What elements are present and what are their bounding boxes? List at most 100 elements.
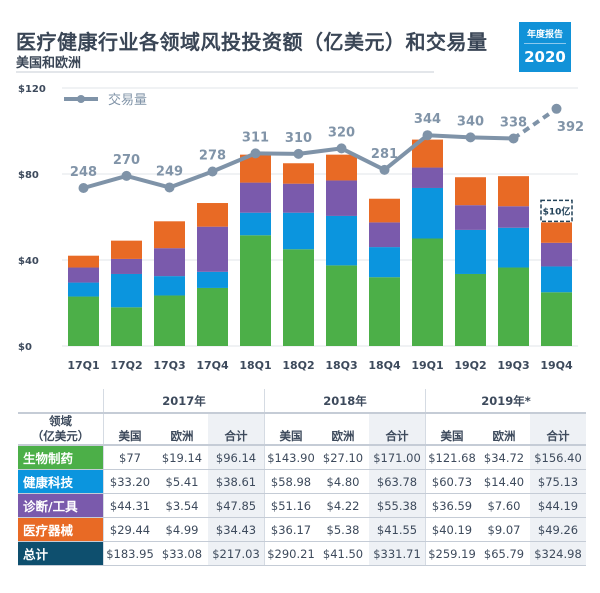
col-header-eu: 欧洲	[478, 413, 530, 446]
table-cell: $63.78	[369, 469, 426, 494]
bar-segment-biopharma	[68, 296, 99, 346]
x-tick-label: 19Q2	[454, 359, 486, 372]
table-cell: $14.40	[478, 469, 530, 494]
table-row: 医疗器械 $29.44 $4.99 $34.43 $36.17 $5.38 $41.55 $4…	[18, 517, 586, 542]
bar-segment-biopharma	[455, 273, 486, 346]
bar-segment-devices	[68, 255, 99, 268]
bar-segment-healthtech	[369, 247, 400, 278]
table-row: 健康科技 $33.20 $5.41 $38.61 $58.98 $4.80 $63.78 $6…	[18, 469, 586, 494]
table-cell: $41.55	[369, 517, 426, 542]
col-header-us: 美国	[264, 413, 317, 446]
table-cell: $4.22	[317, 493, 369, 518]
line-data-label: 340	[457, 114, 484, 129]
table-cell: $44.31	[103, 493, 156, 518]
bar-segment-diagnostics	[240, 182, 271, 213]
table-cell: $33.08	[156, 541, 208, 566]
line-segment-projected	[512, 107, 558, 141]
table-cell: $4.80	[317, 469, 369, 494]
line-segment	[255, 151, 299, 156]
col-header-eu: 欧洲	[156, 413, 208, 446]
bar-segment-healthtech	[154, 276, 185, 296]
line-point	[336, 143, 347, 154]
x-tick-label: 17Q4	[196, 359, 229, 372]
bar-segment-biopharma	[498, 267, 529, 346]
bar-segment-diagnostics	[369, 222, 400, 248]
table-cell: $5.41	[156, 469, 208, 494]
table-cell: $51.16	[264, 493, 317, 518]
table-cell: $65.79	[478, 541, 530, 566]
table-row: 生物制药 $77 $19.14 $96.14 $143.90 $27.10 $171.00 $…	[18, 445, 586, 470]
bar-segment-biopharma	[541, 292, 572, 346]
bar-segment-healthtech	[283, 212, 314, 250]
x-axis-labels: 17Q1 17Q2 17Q3 17Q4 18Q1 18Q2 18Q3 18Q4 19Q1 19Q2…	[67, 359, 573, 372]
year-header-row: 2017年 2018年 2019年*	[18, 389, 586, 414]
col-header-total: 合计	[208, 413, 265, 446]
year-header: 2018年	[264, 389, 426, 414]
bar-segment-devices	[197, 203, 228, 227]
bar-segment-diagnostics	[326, 180, 357, 216]
table-cell: $331.71	[369, 541, 426, 566]
line-data-label: 311	[242, 130, 269, 145]
bar-segment-diagnostics	[455, 205, 486, 230]
table-cell: $259.19	[425, 541, 478, 566]
bar-segment-devices	[498, 176, 529, 207]
line-point	[121, 170, 132, 181]
annotation-box	[540, 199, 573, 223]
x-tick-label: 18Q2	[282, 359, 314, 372]
col-header-us: 美国	[103, 413, 156, 446]
table-cell: $58.98	[264, 469, 317, 494]
line-data-label: 344	[414, 112, 441, 127]
column-header-row: 领域 （亿美元） 美国 欧洲 合计 美国 欧洲 合计 美国 欧洲 合计	[18, 413, 586, 446]
col-header-total: 合计	[369, 413, 426, 446]
line-segment	[383, 133, 429, 172]
table-cell: $34.43	[208, 517, 265, 542]
line-segment	[168, 169, 214, 190]
x-tick-label: 19Q4	[540, 359, 573, 372]
bar-segment-healthtech	[412, 187, 443, 239]
x-tick-label: 17Q3	[153, 359, 185, 372]
line-point	[250, 148, 261, 159]
table-cell: $96.14	[208, 445, 265, 470]
bar-segment-devices	[154, 221, 185, 249]
table-cell: $4.99	[156, 517, 208, 542]
sector-label: 诊断/工具	[18, 493, 104, 518]
bar-segment-healthtech	[197, 271, 228, 288]
year-header: 2019年*	[425, 389, 586, 414]
col-header-total: 合计	[530, 413, 586, 446]
table-cell: $143.90	[264, 445, 317, 470]
line-segment	[82, 173, 128, 190]
x-tick-label: 19Q1	[411, 359, 443, 372]
line-segment	[211, 151, 257, 174]
y-tick-label: $0	[18, 342, 32, 353]
sector-header-line1: 领域	[49, 414, 72, 428]
line-data-label: 270	[113, 153, 140, 168]
year-header: 2017年	[103, 389, 265, 414]
line-data-label: 278	[199, 149, 226, 164]
table-cell: $49.26	[530, 517, 586, 542]
x-tick-label: 19Q3	[497, 359, 529, 372]
table-cell: $29.44	[103, 517, 156, 542]
col-header-us: 美国	[425, 413, 478, 446]
table-cell: $55.38	[369, 493, 426, 518]
table-cell: $19.14	[156, 445, 208, 470]
table-cell: $7.60	[478, 493, 530, 518]
line-data-label: 281	[371, 147, 398, 162]
table-row: 诊断/工具 $44.31 $3.54 $47.85 $51.16 $4.22 $55.38 $…	[18, 493, 586, 518]
bar-segment-diagnostics	[498, 206, 529, 228]
badge-label: 年度报告	[524, 27, 566, 44]
x-tick-label: 17Q2	[110, 359, 142, 372]
x-tick-label: 18Q4	[368, 359, 401, 372]
bar-segment-healthtech	[326, 215, 357, 266]
line-data-label: 338	[500, 116, 527, 131]
bar-segment-devices	[326, 154, 357, 181]
y-tick-label: $120	[18, 84, 46, 95]
table-cell: $47.85	[208, 493, 265, 518]
bar-segment-biopharma	[240, 235, 271, 346]
bar-segment-diagnostics	[154, 248, 185, 277]
sector-label: 生物制药	[18, 445, 104, 470]
table-body: 生物制药 $77 $19.14 $96.14 $143.90 $27.10 $171.00 $…	[18, 445, 586, 566]
bars: $10亿	[68, 139, 573, 346]
col-header-eu: 欧洲	[317, 413, 369, 446]
x-tick-label: 18Q1	[239, 359, 271, 372]
bar-segment-biopharma	[111, 307, 142, 346]
